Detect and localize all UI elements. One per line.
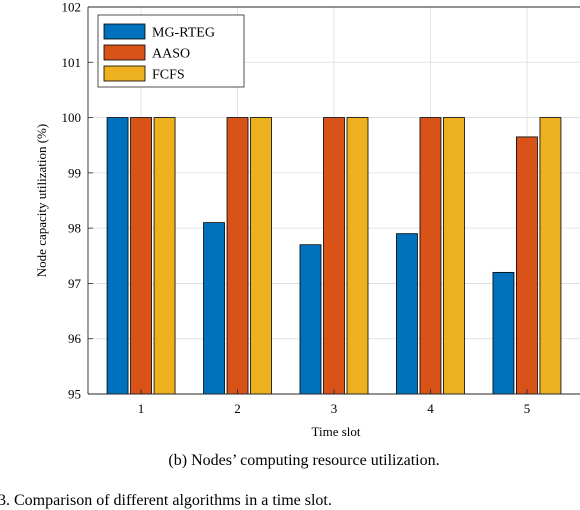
bar-chart: 95 96 97 98 99 100 101 102 1 2 3 4 5 Time slot Node …: [34, 0, 580, 439]
bar-fcfs-5: [539, 117, 562, 395]
x-tick-label: 2: [234, 401, 241, 416]
y-tick-label: 97: [68, 276, 82, 291]
y-tick-label: 96: [68, 331, 82, 346]
y-tick-label: 102: [62, 0, 82, 15]
bar-aaso-2: [226, 117, 249, 395]
bar-mg-rteg-2: [203, 222, 225, 395]
bar-fcfs-4: [443, 117, 465, 395]
x-tick-label: 1: [138, 401, 145, 416]
legend-label-aaso: AASO: [152, 47, 190, 62]
bar-aaso-1: [130, 117, 152, 395]
bar-mg-rteg-4: [396, 233, 418, 395]
bars: [106, 117, 562, 395]
legend-label-mg-rteg: MG-RTEG: [152, 26, 215, 41]
x-axis-label: Time slot: [311, 424, 360, 439]
tick-labels: 95 96 97 98 99 100 101 102 1 2 3 4 5: [62, 0, 531, 416]
y-axis-label: Node capacity utilization (%): [34, 124, 49, 277]
x-tick-label: 3: [331, 401, 338, 416]
legend-swatch-fcfs: [103, 65, 146, 82]
subfigure-caption: (b) Nodes’ computing resource utilizatio…: [168, 452, 440, 469]
legend-swatch-mg-rteg: [103, 23, 146, 40]
bar-fcfs-2: [250, 117, 272, 395]
bar-mg-rteg-5: [492, 271, 515, 395]
legend-label-fcfs: FCFS: [152, 68, 185, 83]
figure-caption: 3. Comparison of different algorithms in…: [0, 492, 332, 509]
bar-mg-rteg-1: [106, 117, 129, 395]
y-tick-label: 100: [62, 110, 82, 125]
y-tick-label: 99: [68, 165, 81, 180]
y-tick-label: 95: [68, 387, 81, 402]
bar-fcfs-1: [153, 117, 176, 395]
bar-aaso-4: [419, 117, 442, 395]
legend: MG-RTEG AASO FCFS: [97, 14, 245, 88]
x-tick-label: 4: [427, 401, 434, 416]
legend-swatch-aaso: [103, 44, 146, 61]
bar-aaso-3: [323, 117, 345, 395]
y-tick-label: 98: [68, 221, 81, 236]
bar-fcfs-3: [346, 117, 369, 395]
x-tick-label: 5: [524, 401, 531, 416]
bar-mg-rteg-3: [299, 244, 322, 395]
bar-aaso-5: [516, 136, 538, 395]
y-tick-label: 101: [62, 55, 82, 70]
axes: [87, 6, 580, 395]
